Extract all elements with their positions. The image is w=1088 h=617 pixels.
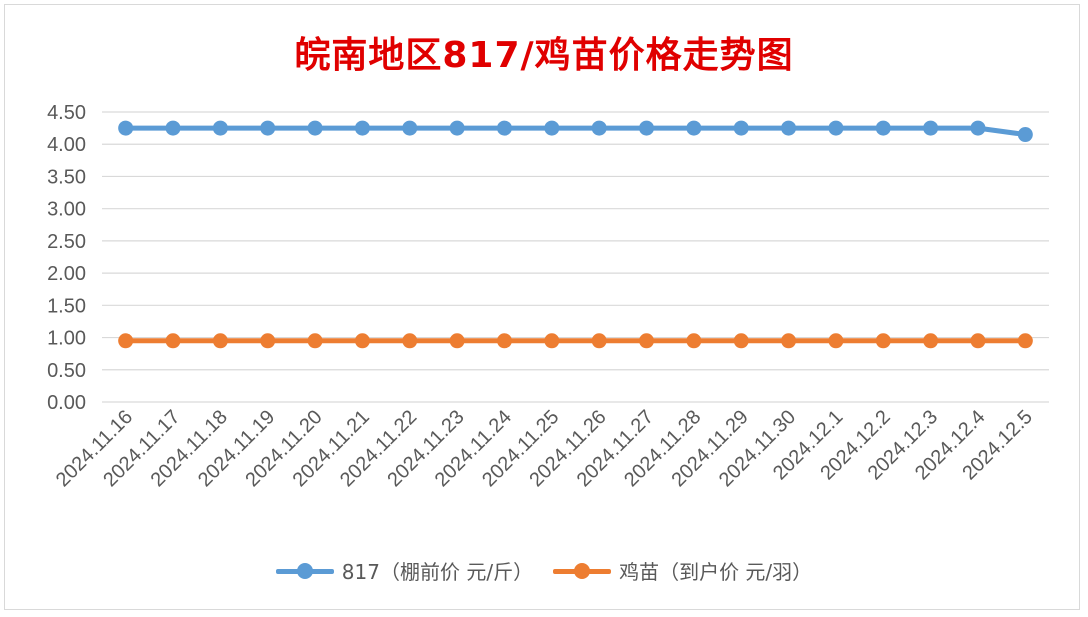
x-axis-ticks: 2024.11.162024.11.172024.11.182024.11.19… (52, 406, 1037, 491)
data-point (1017, 333, 1033, 349)
legend-dot-817 (296, 562, 313, 579)
data-point (402, 120, 418, 136)
data-point (212, 120, 228, 136)
data-point (544, 333, 560, 349)
data-point (449, 120, 465, 136)
legend-label-chick: 鸡苗（到户价 元/羽） (619, 560, 813, 584)
gridlines (102, 111, 1049, 403)
y-axis-ticks: 0.00 0.50 1.00 1.50 2.00 2.50 3.00 3.50 4.00 4.50 (47, 102, 86, 414)
data-point (354, 333, 370, 349)
data-point (496, 120, 512, 136)
y-tick-label: 1.00 (47, 328, 86, 350)
series-lines (118, 120, 1033, 349)
data-point (875, 333, 891, 349)
data-point (260, 120, 276, 136)
data-point (828, 120, 844, 136)
data-point (354, 120, 370, 136)
data-point (591, 333, 607, 349)
series-0 (118, 120, 1033, 143)
data-point (733, 120, 749, 136)
data-point (165, 333, 181, 349)
data-point (1017, 127, 1033, 143)
data-point (496, 333, 512, 349)
data-point (923, 333, 939, 349)
data-point (639, 120, 655, 136)
legend-item-chick: 鸡苗（到户价 元/羽） (553, 556, 812, 585)
data-point (118, 333, 134, 349)
data-point (402, 333, 418, 349)
legend-swatch-817 (275, 561, 334, 581)
data-point (212, 333, 228, 349)
data-point (733, 333, 749, 349)
data-point (639, 333, 655, 349)
legend-label-817: 817（棚前价 元/斤） (341, 560, 534, 584)
data-point (781, 333, 797, 349)
data-point (686, 333, 702, 349)
legend: 817（棚前价 元/斤） 鸡苗（到户价 元/羽） (0, 556, 1088, 585)
chart-title: 皖南地区817/鸡苗价格走势图 (294, 35, 794, 76)
y-tick-label: 3.00 (47, 199, 86, 221)
data-point (875, 120, 891, 136)
y-tick-label: 0.00 (47, 392, 86, 414)
data-point (970, 333, 986, 349)
y-tick-label: 2.50 (47, 231, 86, 253)
y-tick-label: 4.50 (47, 102, 86, 124)
y-tick-label: 1.50 (47, 295, 86, 317)
y-tick-label: 2.00 (47, 263, 86, 285)
data-point (449, 333, 465, 349)
data-point (686, 120, 702, 136)
data-point (307, 333, 323, 349)
y-tick-label: 0.50 (47, 360, 86, 382)
legend-dot-chick (574, 562, 591, 579)
legend-swatch-chick (553, 561, 612, 581)
chart-frame (4, 4, 1080, 610)
series-1 (118, 333, 1033, 349)
legend-item-817: 817（棚前价 元/斤） (275, 556, 534, 585)
data-point (828, 333, 844, 349)
data-point (544, 120, 560, 136)
data-point (591, 120, 607, 136)
data-point (118, 120, 134, 136)
series-line (123, 125, 1028, 138)
data-point (923, 120, 939, 136)
data-point (970, 120, 986, 136)
data-point (307, 120, 323, 136)
data-point (165, 120, 181, 136)
y-tick-label: 4.00 (47, 134, 86, 156)
data-point (260, 333, 276, 349)
y-tick-label: 3.50 (47, 166, 86, 188)
data-point (781, 120, 797, 136)
